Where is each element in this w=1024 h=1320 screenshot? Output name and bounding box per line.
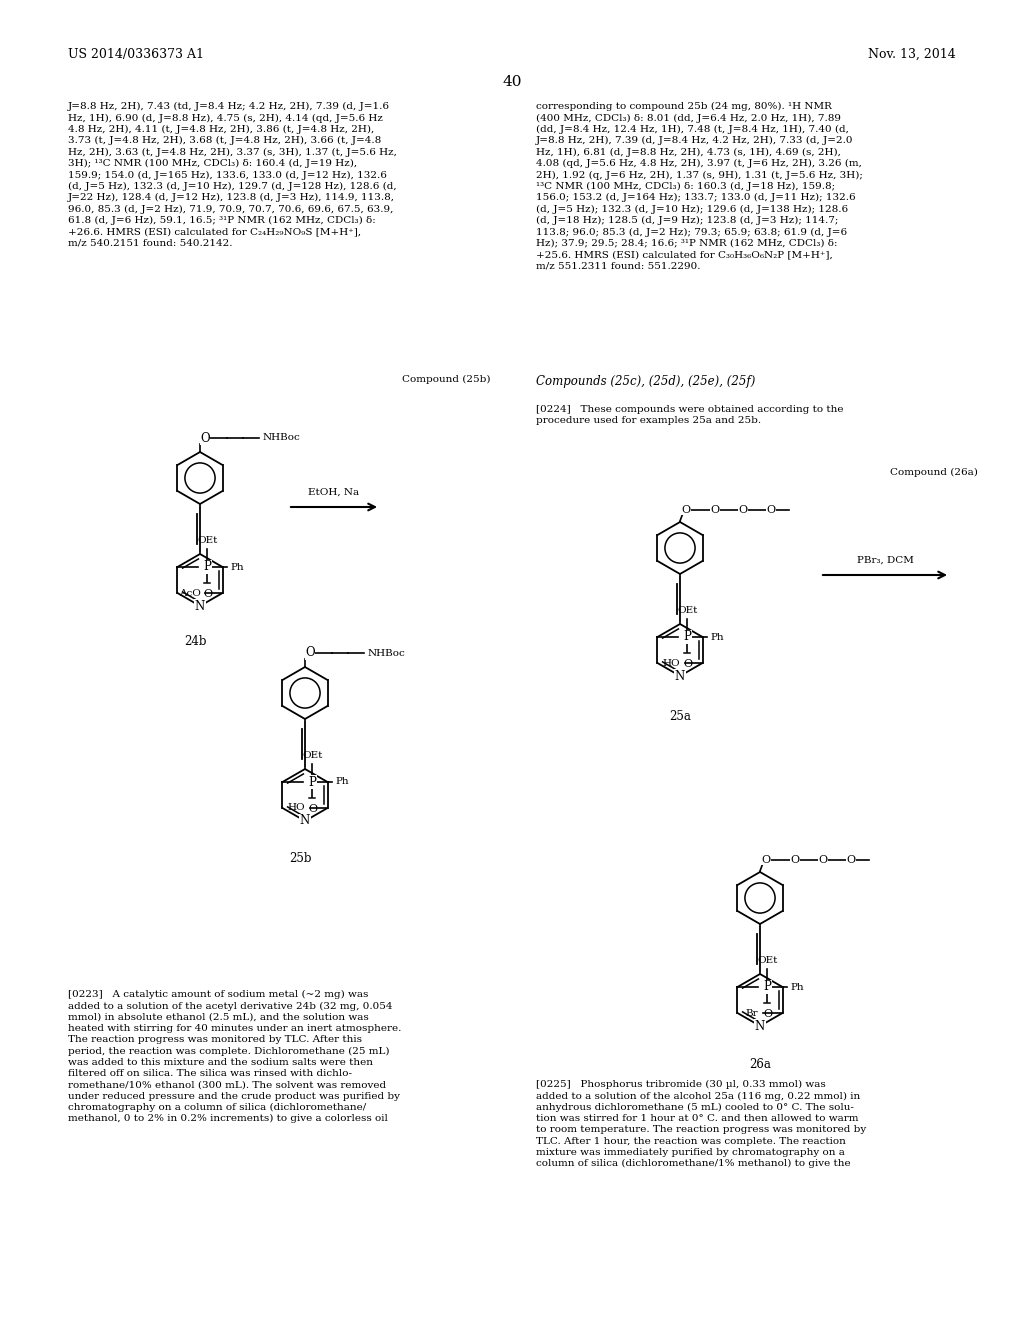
Text: N: N bbox=[195, 599, 205, 612]
Text: NHBoc: NHBoc bbox=[263, 433, 301, 442]
Text: OEt: OEt bbox=[302, 751, 323, 760]
Text: O: O bbox=[200, 432, 210, 445]
Text: HO: HO bbox=[288, 804, 305, 813]
Text: J=8.8 Hz, 2H), 7.43 (td, J=8.4 Hz; 4.2 Hz, 2H), 7.39 (d, J=1.6
Hz, 1H), 6.90 (d,: J=8.8 Hz, 2H), 7.43 (td, J=8.4 Hz; 4.2 H… bbox=[68, 102, 397, 248]
Text: O: O bbox=[762, 855, 771, 865]
Text: O: O bbox=[738, 506, 748, 515]
Text: O: O bbox=[766, 506, 775, 515]
Text: Ph: Ph bbox=[791, 982, 804, 991]
Text: O: O bbox=[683, 659, 692, 669]
Text: OEt: OEt bbox=[758, 956, 777, 965]
Text: Br: Br bbox=[745, 1008, 759, 1018]
Text: US 2014/0336373 A1: US 2014/0336373 A1 bbox=[68, 48, 204, 61]
Text: Ph: Ph bbox=[230, 562, 244, 572]
Text: 40: 40 bbox=[502, 75, 522, 88]
Text: N: N bbox=[300, 814, 310, 828]
Text: P: P bbox=[764, 981, 771, 994]
Text: O: O bbox=[818, 855, 827, 865]
Text: PBr₃, DCM: PBr₃, DCM bbox=[856, 556, 913, 565]
Text: 25a: 25a bbox=[669, 710, 691, 723]
Text: Ph: Ph bbox=[336, 777, 349, 787]
Text: P: P bbox=[204, 561, 211, 573]
Text: HO: HO bbox=[663, 659, 681, 668]
Text: Nov. 13, 2014: Nov. 13, 2014 bbox=[868, 48, 956, 61]
Text: [0225]   Phosphorus tribromide (30 µl, 0.33 mmol) was
added to a solution of the: [0225] Phosphorus tribromide (30 µl, 0.3… bbox=[536, 1080, 866, 1168]
Text: N: N bbox=[755, 1019, 765, 1032]
Text: 26a: 26a bbox=[750, 1059, 771, 1071]
Text: N: N bbox=[675, 669, 685, 682]
Text: O: O bbox=[681, 506, 690, 515]
Text: O: O bbox=[203, 589, 212, 599]
Text: Compound (25b): Compound (25b) bbox=[401, 375, 490, 384]
Text: O: O bbox=[763, 1008, 772, 1019]
Text: O: O bbox=[847, 855, 856, 865]
Text: OEt: OEt bbox=[677, 606, 697, 615]
Text: [0223]   A catalytic amount of sodium metal (~2 mg) was
added to a solution of t: [0223] A catalytic amount of sodium meta… bbox=[68, 990, 401, 1123]
Text: 25b: 25b bbox=[289, 851, 311, 865]
Text: O: O bbox=[308, 804, 317, 814]
Text: O: O bbox=[305, 647, 314, 660]
Text: OEt: OEt bbox=[198, 536, 218, 545]
Text: EtOH, Na: EtOH, Na bbox=[308, 488, 359, 498]
Text: Compounds (25c), (25d), (25e), (25f): Compounds (25c), (25d), (25e), (25f) bbox=[536, 375, 756, 388]
Text: NHBoc: NHBoc bbox=[368, 648, 406, 657]
Text: 24b: 24b bbox=[183, 635, 206, 648]
Text: Compound (26a): Compound (26a) bbox=[890, 469, 978, 477]
Text: P: P bbox=[684, 631, 691, 644]
Text: Ph: Ph bbox=[711, 632, 724, 642]
Text: corresponding to compound 25b (24 mg, 80%). ¹H NMR
(400 MHz, CDCl₃) δ: 8.01 (dd,: corresponding to compound 25b (24 mg, 80… bbox=[536, 102, 863, 271]
Text: P: P bbox=[308, 776, 316, 788]
Text: AcO: AcO bbox=[178, 589, 201, 598]
Text: O: O bbox=[711, 506, 720, 515]
Text: O: O bbox=[791, 855, 800, 865]
Text: [0224]   These compounds were obtained according to the
procedure used for examp: [0224] These compounds were obtained acc… bbox=[536, 405, 844, 425]
